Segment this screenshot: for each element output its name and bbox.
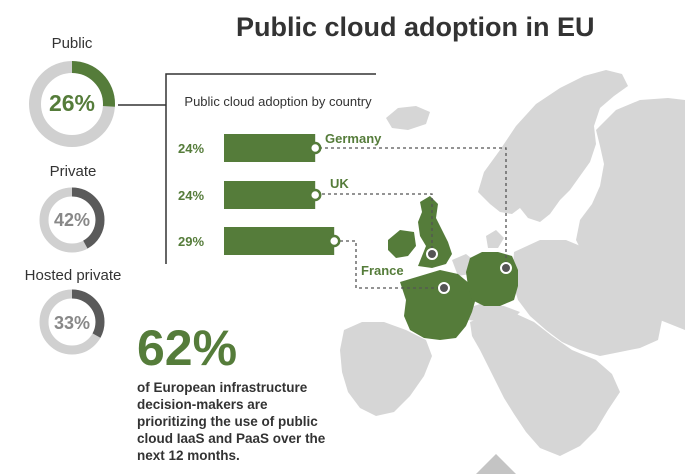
connector-bracket <box>118 73 376 264</box>
map-marker-france <box>438 282 450 294</box>
donut-slice-private <box>39 187 105 253</box>
map-marker-uk <box>426 248 438 260</box>
donut-label-hosted-private: Hosted private <box>24 267 122 284</box>
stat-line: decision-makers are <box>137 397 268 412</box>
page-title: Public cloud adoption in EU <box>236 12 595 42</box>
bar-end-marker-france <box>327 234 341 248</box>
map-uk <box>418 196 452 268</box>
country-label-uk: UK <box>330 176 349 191</box>
stat-description: of European infrastructure decision-make… <box>137 379 357 464</box>
map-ireland <box>388 230 416 258</box>
map-marker-germany <box>500 262 512 274</box>
bar-value-uk: 24% <box>178 188 205 203</box>
leader-germany <box>313 147 507 268</box>
stat-line: of European infrastructure <box>137 380 308 395</box>
map-scandinavia <box>478 70 628 222</box>
donut-value-public: 26% <box>48 90 96 116</box>
stat-line: prioritizing the use of public <box>137 414 318 429</box>
map-south-east <box>470 312 620 456</box>
map-france <box>400 270 476 340</box>
country-label-france: France <box>361 263 404 278</box>
map-alps <box>462 304 520 322</box>
bar-end-marker-uk <box>308 188 322 202</box>
big-stat-value: 62% <box>137 320 238 376</box>
map-germany <box>466 252 518 306</box>
bar-value-france: 29% <box>178 234 205 249</box>
leader-uk <box>316 193 433 254</box>
page-arrow-icon <box>476 454 516 474</box>
map-central <box>512 240 662 356</box>
map-denmark <box>486 230 504 248</box>
bar-uk <box>224 181 316 209</box>
bar-end-marker-germany <box>308 141 322 155</box>
bar-chart-title: Public cloud adoption by country <box>184 94 372 109</box>
bar-france <box>224 227 335 255</box>
donut-value-private: 42% <box>53 210 91 230</box>
stat-line: cloud IaaS and PaaS over the <box>137 431 326 446</box>
bar-germany <box>224 134 316 162</box>
donut-slice-public <box>29 61 115 147</box>
donut-value-hosted-private: 33% <box>53 313 91 333</box>
map-iberia <box>340 322 432 416</box>
donut-label-public: Public <box>51 35 93 52</box>
country-label-germany: Germany <box>325 131 382 146</box>
stat-line: next 12 months. <box>137 448 240 463</box>
bar-value-germany: 24% <box>178 141 205 156</box>
map-iceland <box>386 106 430 130</box>
donut-label-private: Private <box>49 163 97 180</box>
donut-slice-hosted-private <box>39 289 105 355</box>
